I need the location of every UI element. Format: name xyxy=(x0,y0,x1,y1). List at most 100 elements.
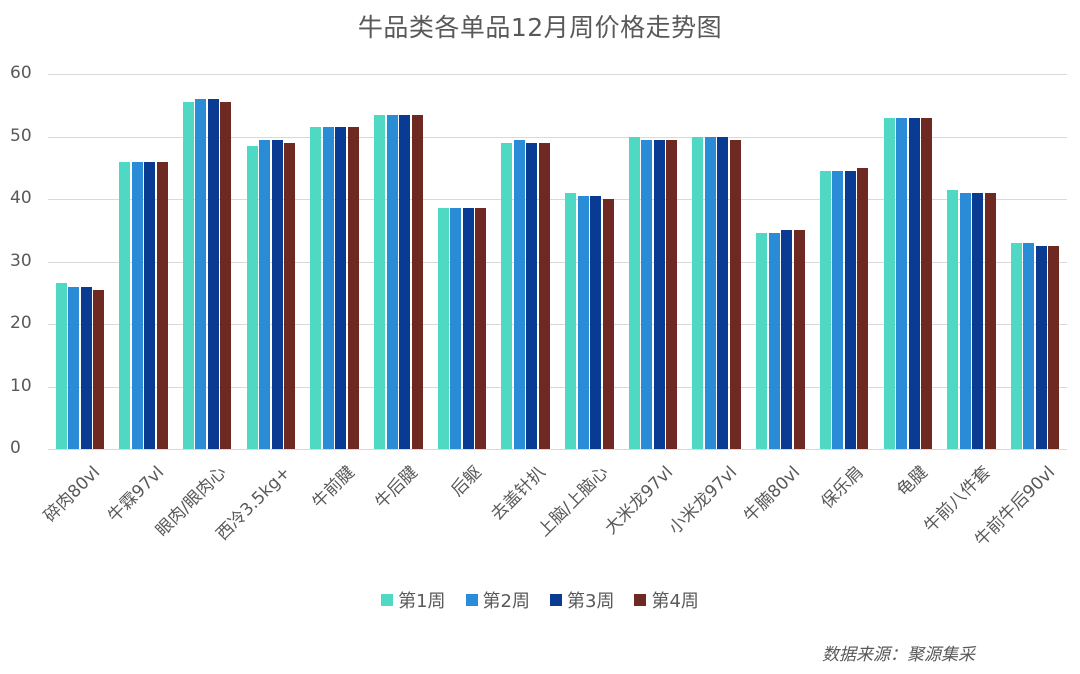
bar xyxy=(908,117,920,449)
bar xyxy=(641,139,653,449)
bar xyxy=(959,192,971,449)
bar xyxy=(310,127,322,449)
x-tick-label: 保乐肩 xyxy=(817,462,868,513)
bar xyxy=(590,195,602,449)
bar xyxy=(386,114,398,449)
bar xyxy=(119,161,131,449)
legend-item: 第1周 xyxy=(381,587,446,613)
bar xyxy=(284,142,296,449)
bar xyxy=(577,195,589,449)
x-tick-label: 龟腱 xyxy=(893,462,932,501)
bar xyxy=(692,136,704,449)
y-tick-label: 10 xyxy=(10,375,32,396)
bar xyxy=(768,233,780,449)
bar xyxy=(666,139,678,449)
x-tick-label: 牛腩80vl xyxy=(740,462,805,527)
bar xyxy=(756,233,768,449)
bar xyxy=(131,161,143,449)
bar xyxy=(729,139,741,449)
bar xyxy=(883,117,895,449)
bar xyxy=(896,117,908,449)
x-tick-label: 大米龙97vl xyxy=(601,462,678,539)
gridline xyxy=(48,449,1067,450)
bar xyxy=(1010,242,1022,449)
bar xyxy=(450,208,462,449)
bar xyxy=(972,192,984,449)
x-tick-label: 牛前腱 xyxy=(308,462,359,513)
bar xyxy=(271,139,283,449)
bar xyxy=(80,286,92,449)
bar xyxy=(921,117,933,449)
bar xyxy=(501,142,513,449)
bar xyxy=(437,208,449,449)
x-tick-label: 小米龙97vl xyxy=(664,462,741,539)
bar xyxy=(182,102,194,449)
x-tick-label: 后躯 xyxy=(447,462,486,501)
bar xyxy=(857,167,869,449)
bar xyxy=(259,139,271,449)
legend-label: 第3周 xyxy=(567,591,615,612)
legend: 第1周 第2周 第3周 第4周 xyxy=(0,587,1080,613)
bar xyxy=(374,114,386,449)
bar xyxy=(819,170,831,449)
legend-swatch-icon xyxy=(634,594,647,606)
bar xyxy=(68,286,80,449)
bar xyxy=(793,230,805,449)
legend-label: 第1周 xyxy=(398,591,446,612)
bar xyxy=(513,139,525,449)
data-source-note: 数据来源：聚源集采 xyxy=(822,645,975,665)
bar xyxy=(475,208,487,449)
y-tick-label: 30 xyxy=(10,250,32,271)
legend-label: 第4周 xyxy=(651,591,699,612)
bar xyxy=(322,127,334,449)
bar xyxy=(526,142,538,449)
plot-area xyxy=(48,74,1067,450)
bar xyxy=(538,142,550,449)
legend-label: 第2周 xyxy=(482,591,530,612)
bar xyxy=(93,289,105,449)
bar xyxy=(628,136,640,449)
gridline xyxy=(48,261,1067,263)
x-tick-label: 碎肉80vl xyxy=(40,462,104,527)
bar xyxy=(1035,245,1047,449)
bar xyxy=(55,283,67,449)
bar xyxy=(984,192,996,449)
chart-title: 牛品类各单品12月周价格走势图 xyxy=(357,13,723,42)
bar xyxy=(602,199,614,449)
bar xyxy=(144,161,156,449)
y-tick-label: 40 xyxy=(10,188,32,208)
y-tick-label: 50 xyxy=(10,125,32,146)
gridline xyxy=(48,199,1067,200)
bar xyxy=(717,136,729,449)
legend-swatch-icon xyxy=(381,594,394,606)
bar xyxy=(1023,242,1035,449)
bar xyxy=(781,230,793,449)
x-tick-label: 牛后腱 xyxy=(371,462,422,513)
bar xyxy=(462,208,474,449)
bar xyxy=(1048,245,1060,449)
y-tick-label: 0 xyxy=(10,438,21,458)
bar xyxy=(399,114,411,449)
y-tick-label: 20 xyxy=(10,313,32,333)
gridline xyxy=(48,324,1067,325)
gridline xyxy=(48,136,1067,138)
bar xyxy=(832,170,844,449)
y-tick-label: 60 xyxy=(10,63,32,83)
gridline xyxy=(48,74,1067,75)
legend-item: 第4周 xyxy=(634,587,699,613)
bar xyxy=(207,99,219,449)
bar xyxy=(156,161,168,449)
legend-swatch-icon xyxy=(550,594,562,606)
bar xyxy=(335,127,347,449)
legend-swatch-icon xyxy=(465,594,478,606)
bar xyxy=(195,99,207,449)
bar xyxy=(704,136,716,449)
legend-item: 第3周 xyxy=(550,587,614,613)
bar xyxy=(246,145,258,449)
legend-item: 第2周 xyxy=(465,587,530,613)
bar xyxy=(411,114,423,449)
bar xyxy=(844,170,856,449)
bar xyxy=(565,192,577,449)
gridline xyxy=(48,386,1067,388)
bar xyxy=(947,189,959,449)
